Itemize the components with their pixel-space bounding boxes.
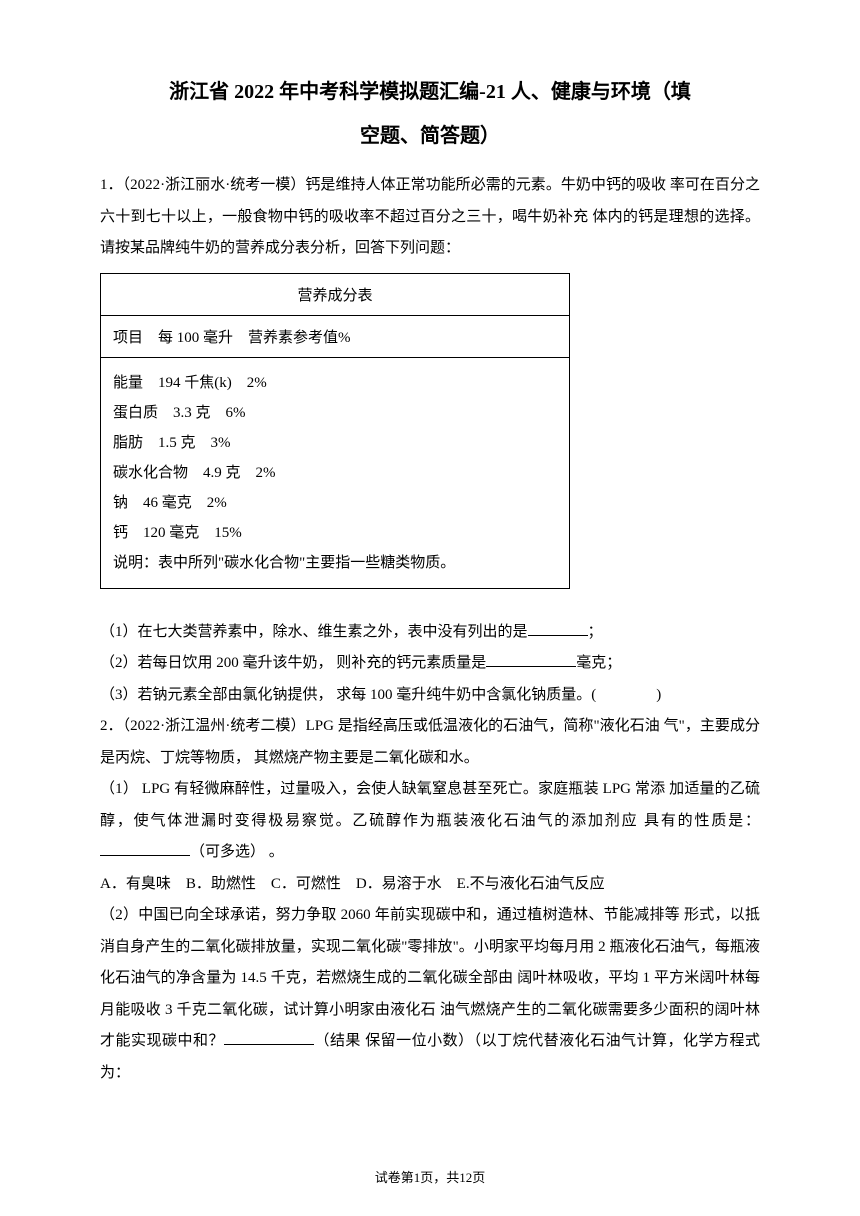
table-header: 营养成分表 xyxy=(101,274,569,316)
q2-part1-line1: （1） LPG 有轻微麻醉性，过量吸入，会使人缺氧窒息甚至死亡。家庭瓶装 LPG… xyxy=(100,781,665,797)
q1-intro-line1: 1．（2022·浙江丽水·统考一模）钙是维持人体正常功能所必需的元素。牛奶中钙的… xyxy=(100,177,666,193)
table-body: 能量 194 千焦(k) 2% 蛋白质 3.3 克 6% 脂肪 1.5 克 3%… xyxy=(101,358,569,588)
q1-part1: （1）在七大类营养素中，除水、维生素之外，表中没有列出的是 ； xyxy=(100,617,760,649)
table-note: 说明：表中所列"碳水化合物"主要指一些糖类物质。 xyxy=(113,548,557,578)
q1-part2-text: （2）若每日饮用 200 毫升该牛奶， 则补充的钙元素质量是 xyxy=(100,655,486,671)
q1-part1-text: （1）在七大类营养素中，除水、维生素之外，表中没有列出的是 xyxy=(100,624,528,640)
title-line-1: 浙江省 2022 年中考科学模拟题汇编-21 人、健康与环境（填 xyxy=(169,81,691,103)
page-footer: 试卷第1页，共12页 xyxy=(0,1167,860,1186)
q2-options-text: A．有臭味 B．助燃性 C．可燃性 D．易溶于水 E.不与液化石油气反应 xyxy=(100,876,605,892)
q1-intro: 1．（2022·浙江丽水·统考一模）钙是维持人体正常功能所必需的元素。牛奶中钙的… xyxy=(100,170,760,265)
blank-fill[interactable] xyxy=(224,1031,314,1045)
q2-part2-line5b: （结果 xyxy=(314,1033,361,1049)
table-row: 脂肪 1.5 克 3% xyxy=(113,428,557,458)
document-title: 浙江省 2022 年中考科学模拟题汇编-21 人、健康与环境（填 空题、简答题） xyxy=(100,70,760,158)
table-row: 钠 46 毫克 2% xyxy=(113,488,557,518)
title-line-2: 空题、简答题） xyxy=(360,125,500,147)
table-subheader: 项目 每 100 毫升 营养素参考值% xyxy=(101,316,569,358)
q2-part1: （1） LPG 有轻微麻醉性，过量吸入，会使人缺氧窒息甚至死亡。家庭瓶装 LPG… xyxy=(100,774,760,869)
blank-fill[interactable] xyxy=(486,653,576,667)
q1-part3-text: （3）若钠元素全部由氯化钠提供， 求每 100 毫升纯牛奶中含氯化钠质量。( ) xyxy=(100,687,661,703)
q1-part1-suffix: ； xyxy=(588,624,603,640)
q2-part2-line1: （2）中国已向全球承诺，努力争取 2060 年前实现碳中和，通过植树造林、节能减… xyxy=(100,907,680,923)
table-row: 钙 120 毫克 15% xyxy=(113,518,557,548)
table-row: 蛋白质 3.3 克 6% xyxy=(113,398,557,428)
table-row: 碳水化合物 4.9 克 2% xyxy=(113,458,557,488)
q2-part1-line3b: （可多选） 。 xyxy=(190,844,284,860)
table-row: 能量 194 千焦(k) 2% xyxy=(113,368,557,398)
q2-intro-line1: 2．（2022·浙江温州·统考二模）LPG 是指经高压或低温液化的石油气，简称"… xyxy=(100,718,660,734)
q2-part1-line3a: 具有的性质是： xyxy=(644,813,760,829)
q1-part2: （2）若每日饮用 200 毫升该牛奶， 则补充的钙元素质量是 毫克； xyxy=(100,648,760,680)
q1-part3: （3）若钠元素全部由氯化钠提供， 求每 100 毫升纯牛奶中含氯化钠质量。( ) xyxy=(100,680,760,712)
blank-fill[interactable] xyxy=(528,622,588,636)
q2-part2: （2）中国已向全球承诺，努力争取 2060 年前实现碳中和，通过植树造林、节能减… xyxy=(100,900,760,1089)
q1-part2-suffix: 毫克； xyxy=(576,655,621,671)
q2-options: A．有臭味 B．助燃性 C．可燃性 D．易溶于水 E.不与液化石油气反应 xyxy=(100,869,760,901)
q2-intro: 2．（2022·浙江温州·统考二模）LPG 是指经高压或低温液化的石油气，简称"… xyxy=(100,711,760,774)
nutrition-table: 营养成分表 项目 每 100 毫升 营养素参考值% 能量 194 千焦(k) 2… xyxy=(100,273,570,589)
blank-fill[interactable] xyxy=(100,842,190,856)
